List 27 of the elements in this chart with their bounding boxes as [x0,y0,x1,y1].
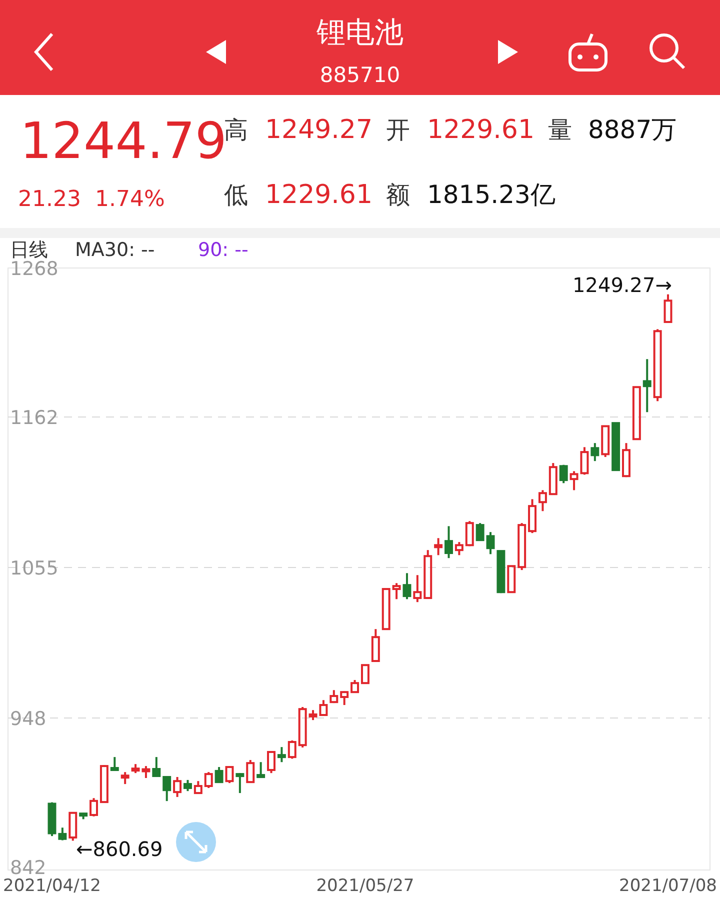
chart-subtitle: 885710 [320,63,400,87]
y-tick-label: 842 [10,857,46,879]
x-tick-label: 2021/05/27 [316,876,414,896]
text: 开 [386,116,410,144]
y-tick-label: 1055 [10,558,58,580]
chart-title: 锂电池 [316,15,404,49]
text: 1229.61 [265,180,373,210]
text: 90: -- [198,239,248,261]
y-tick-label: 1268 [10,258,58,280]
text: 1229.61 [427,115,535,145]
text: MA30: -- [75,239,155,261]
annotation: 1249.27→ [572,273,672,297]
text: 1249.27 [265,115,373,145]
x-tick-label: 2021/07/08 [619,876,717,896]
text: 高 [224,116,248,144]
text: 日线 [10,239,48,261]
text: 1815.23亿 [427,180,556,209]
text: 量 [548,116,572,144]
text: 21.23 [18,187,81,212]
text: 1.74% [95,187,165,212]
x-tick-label: 2021/04/12 [3,876,101,896]
text: 8887万 [588,115,677,144]
text: 额 [386,181,410,209]
annotation: ←860.69 [76,837,163,861]
y-tick-label: 948 [10,708,46,730]
y-tick-label: 1162 [10,407,58,430]
text: 低 [224,181,248,209]
